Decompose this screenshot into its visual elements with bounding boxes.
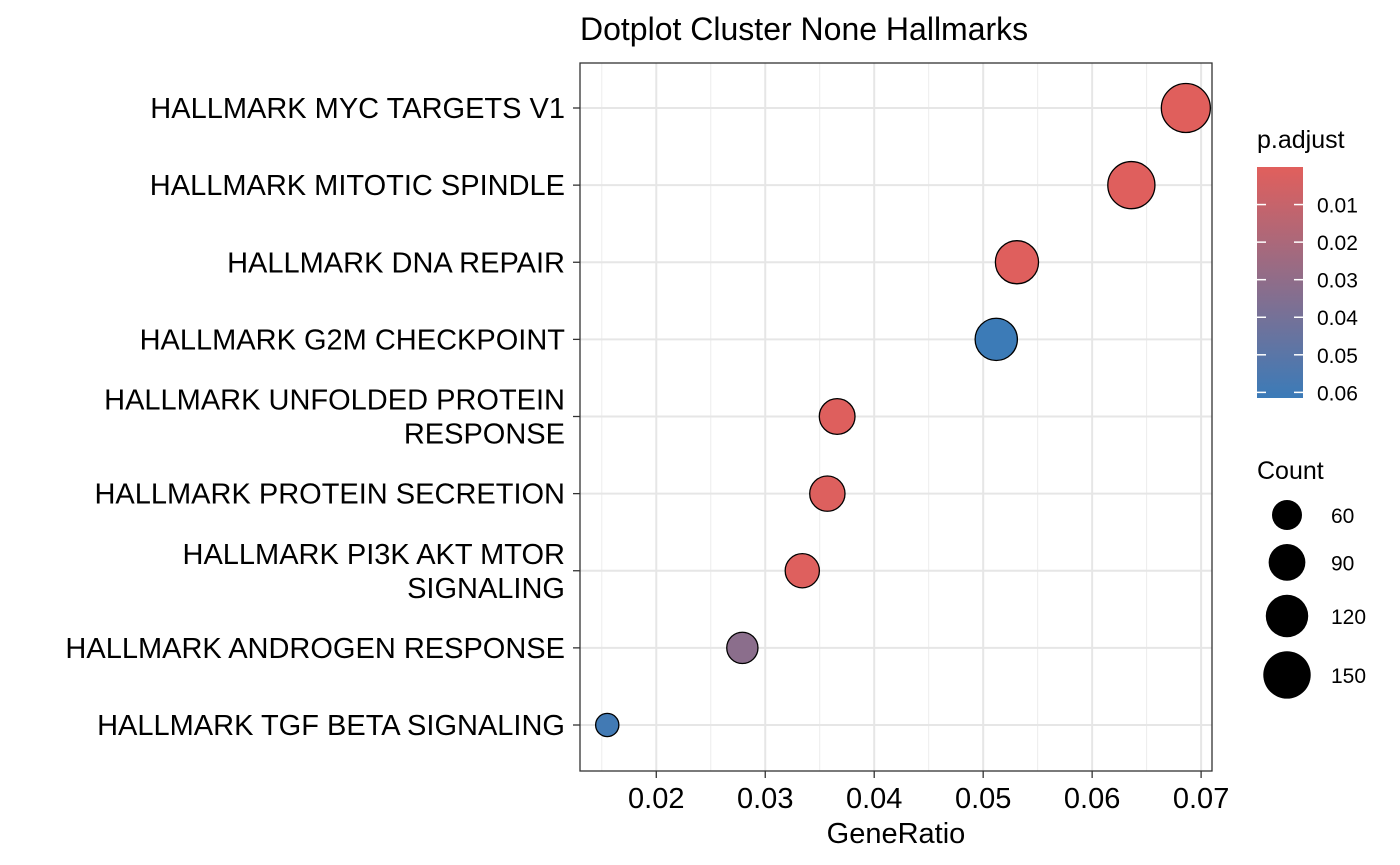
size-legend-label: 90 bbox=[1331, 552, 1354, 575]
y-tick-label: HALLMARK PI3K AKT MTOR SIGNALING bbox=[183, 539, 566, 605]
y-tick-label: HALLMARK ANDROGEN RESPONSE bbox=[65, 633, 565, 665]
data-point bbox=[818, 397, 856, 436]
size-legend-key bbox=[1268, 544, 1306, 581]
x-tick-label: 0.05 bbox=[955, 783, 1011, 815]
color-legend-label: 0.04 bbox=[1317, 307, 1358, 330]
y-tick-label: HALLMARK DNA REPAIR bbox=[227, 247, 565, 279]
data-point bbox=[974, 317, 1019, 362]
color-legend-label: 0.03 bbox=[1317, 270, 1358, 293]
color-legend: p.adjust 0.01 0.02 0.03 0.04 0.05 0.06 bbox=[1257, 126, 1358, 405]
y-axis: HALLMARK MYC TARGETS V1 HALLMARK MITOTIC … bbox=[65, 93, 580, 742]
size-legend-key bbox=[1265, 594, 1309, 638]
size-legend-key bbox=[1263, 651, 1311, 699]
size-legend-label: 60 bbox=[1331, 505, 1354, 528]
color-legend-label: 0.06 bbox=[1317, 382, 1358, 405]
color-legend-bar bbox=[1257, 167, 1303, 398]
grid-major bbox=[580, 63, 1212, 771]
color-legend-label: 0.02 bbox=[1317, 232, 1358, 255]
data-point bbox=[994, 240, 1040, 285]
x-axis: 0.02 0.03 0.04 0.05 0.06 0.07 bbox=[628, 771, 1229, 815]
color-legend-label: 0.01 bbox=[1317, 195, 1358, 218]
y-tick-label: HALLMARK MITOTIC SPINDLE bbox=[150, 170, 565, 202]
size-legend-title: Count bbox=[1257, 457, 1324, 485]
size-legend-key bbox=[1271, 500, 1303, 531]
data-point bbox=[1107, 160, 1156, 210]
data-points bbox=[594, 82, 1211, 738]
data-point bbox=[594, 712, 620, 738]
x-tick-label: 0.06 bbox=[1064, 783, 1120, 815]
chart-title: Dotplot Cluster None Hallmarks bbox=[580, 11, 1028, 47]
data-point bbox=[1160, 82, 1211, 134]
color-legend-label: 0.05 bbox=[1317, 345, 1358, 368]
data-point bbox=[809, 475, 846, 512]
y-tick-label: HALLMARK MYC TARGETS V1 bbox=[150, 93, 565, 125]
data-point bbox=[784, 552, 821, 589]
size-legend-label: 150 bbox=[1331, 665, 1366, 688]
color-legend-ticks: 0.01 0.02 0.03 0.04 0.05 0.06 bbox=[1257, 195, 1358, 405]
x-tick-label: 0.04 bbox=[846, 783, 902, 815]
size-legend-label: 120 bbox=[1331, 606, 1366, 629]
size-legend: Count 60 90 120 150 bbox=[1257, 457, 1366, 699]
data-point bbox=[726, 631, 759, 665]
x-tick-label: 0.07 bbox=[1173, 783, 1229, 815]
color-legend-title: p.adjust bbox=[1257, 126, 1345, 154]
x-tick-label: 0.03 bbox=[737, 783, 793, 815]
y-tick-label: HALLMARK TGF BETA SIGNALING bbox=[97, 710, 565, 742]
x-tick-label: 0.02 bbox=[628, 783, 684, 815]
y-tick-label: HALLMARK PROTEIN SECRETION bbox=[94, 479, 565, 511]
size-legend-keys: 60 90 120 150 bbox=[1263, 500, 1366, 699]
y-tick-label: HALLMARK UNFOLDED PROTEIN RESPONSE bbox=[104, 385, 565, 451]
x-axis-title: GeneRatio bbox=[827, 818, 966, 850]
y-tick-label: HALLMARK G2M CHECKPOINT bbox=[140, 324, 566, 356]
